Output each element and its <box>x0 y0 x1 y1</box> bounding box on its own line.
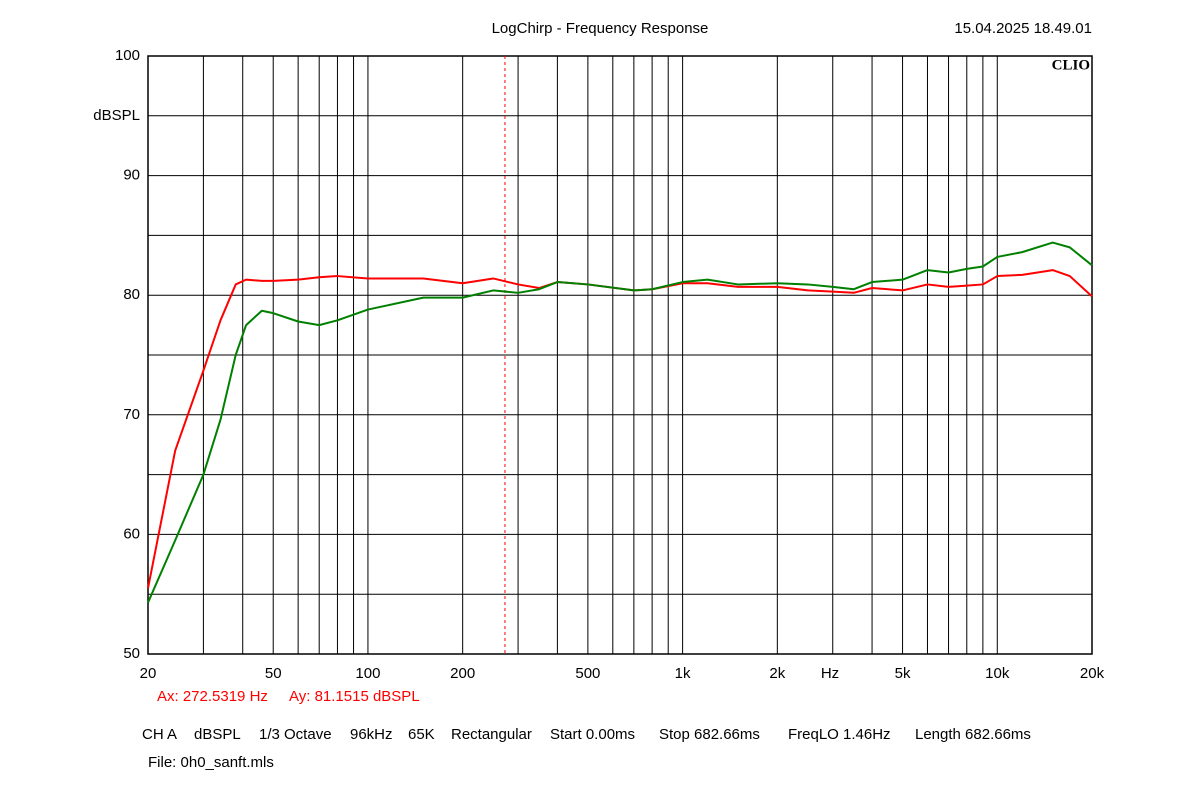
setting-item: Length 682.66ms <box>915 726 1031 743</box>
cursor-x-text: Ax: 272.5319 Hz <box>157 688 268 705</box>
y-tick-label: 60 <box>123 525 140 542</box>
y-tick-label: 100 <box>115 47 140 64</box>
x-tick-label: 1k <box>675 665 691 682</box>
y-tick-label: 50 <box>123 645 140 662</box>
x-tick-label: 100 <box>355 665 380 682</box>
setting-item: Start 0.00ms <box>550 726 635 743</box>
setting-item: 96kHz <box>350 726 393 743</box>
setting-item: 1/3 Octave <box>259 726 332 743</box>
setting-item: FreqLO 1.46Hz <box>788 726 891 743</box>
x-tick-label: 5k <box>895 665 911 682</box>
cursor-y-text: Ay: 81.1515 dBSPL <box>289 688 420 705</box>
series-line <box>147 241 1093 603</box>
chart-title: LogChirp - Frequency Response <box>492 20 709 37</box>
x-axis-label: Hz <box>821 665 839 682</box>
x-tick-label: 20 <box>140 665 157 682</box>
x-tick-label: 2k <box>769 665 785 682</box>
logo: CLIO <box>1052 57 1090 73</box>
y-tick-label: 80 <box>123 286 140 303</box>
setting-item: Rectangular <box>451 726 532 743</box>
file-name: File: 0h0_sanft.mls <box>148 754 274 771</box>
y-tick-label: 90 <box>123 167 140 184</box>
setting-item: dBSPL <box>194 726 241 743</box>
x-tick-label: 10k <box>985 665 1010 682</box>
y-tick-label: 70 <box>123 406 140 423</box>
setting-item: 65K <box>408 726 435 743</box>
setting-item: Stop 682.66ms <box>659 726 760 743</box>
setting-item: CH A <box>142 726 177 743</box>
x-tick-label: 20k <box>1080 665 1105 682</box>
timestamp: 15.04.2025 18.49.01 <box>954 20 1092 37</box>
x-tick-label: 200 <box>450 665 475 682</box>
x-tick-label: 50 <box>265 665 282 682</box>
x-tick-label: 500 <box>575 665 600 682</box>
y-axis-label: dBSPL <box>93 107 140 124</box>
